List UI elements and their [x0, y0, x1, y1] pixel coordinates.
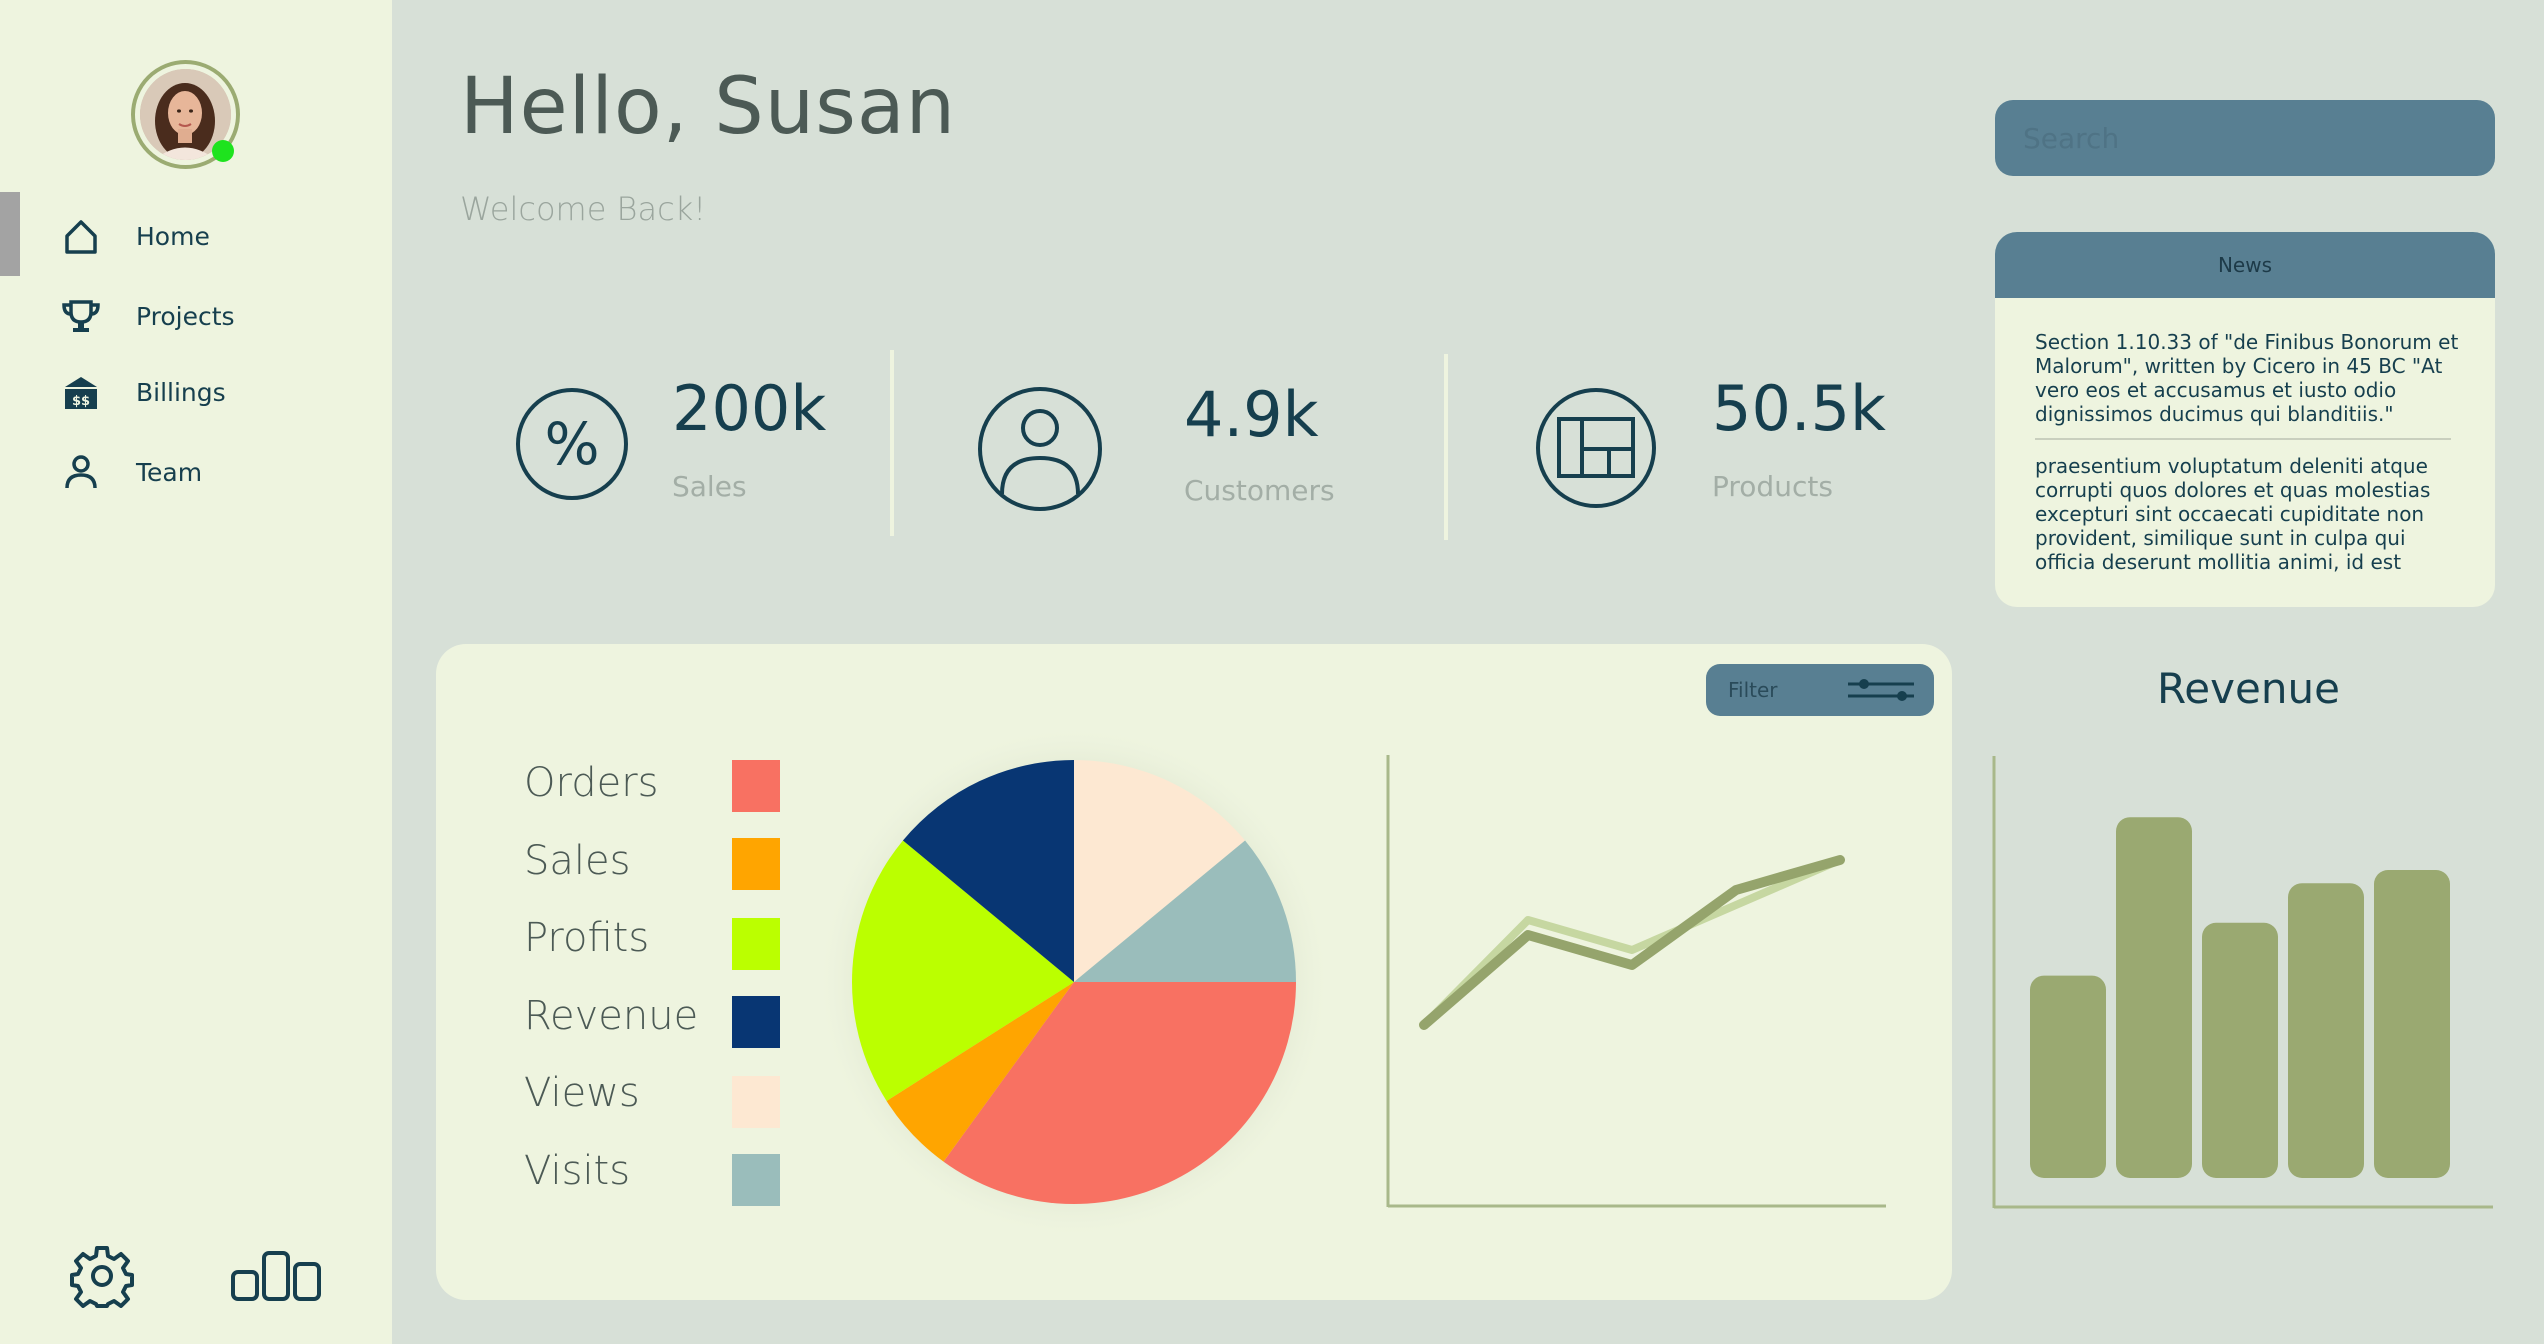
stat-label-products: Products — [1712, 470, 1833, 503]
stat-divider — [1444, 354, 1448, 540]
online-status-dot — [212, 140, 234, 162]
legend-swatch — [732, 838, 780, 890]
pie-chart — [820, 724, 1332, 1240]
sidebar-item-home[interactable]: Home — [56, 206, 356, 266]
legend-swatch — [732, 760, 780, 812]
legend-label: Sales — [524, 838, 631, 884]
avatar[interactable] — [131, 60, 240, 169]
legend-label: Profits — [524, 915, 650, 961]
trophy-icon — [56, 291, 106, 341]
filter-button[interactable]: Filter — [1706, 664, 1934, 716]
legend-swatch — [732, 1154, 780, 1206]
page-title: Hello, Susan — [460, 62, 957, 152]
revenue-chart-title: Revenue — [2157, 664, 2340, 713]
sidebar-item-team[interactable]: Team — [56, 442, 356, 502]
sidebar-item-projects[interactable]: Projects — [56, 286, 356, 346]
bar-chart-icon[interactable] — [230, 1250, 322, 1302]
revenue-bar — [2030, 975, 2106, 1178]
sliders-icon — [1846, 676, 1916, 704]
news-paragraph: praesentium voluptatum deleniti atque co… — [2035, 454, 2431, 574]
avatar-photo — [140, 69, 231, 160]
legend-swatch — [732, 996, 780, 1048]
news-panel: News Section 1.10.33 of "de Finibus Bono… — [1995, 232, 2495, 607]
legend-label: Views — [524, 1070, 640, 1116]
revenue-bar — [2202, 922, 2278, 1178]
percent-icon: % — [514, 386, 630, 502]
pie-slice-sales — [886, 982, 1074, 1162]
pie-slice-orders — [943, 982, 1296, 1204]
sidebar-item-label: Projects — [136, 301, 235, 331]
legend-label: Orders — [524, 760, 659, 806]
legend-swatch — [732, 918, 780, 970]
sidebar-item-billings[interactable]: $$ Billings — [56, 362, 356, 422]
svg-text:%: % — [544, 410, 599, 478]
sidebar-item-label: Billings — [136, 377, 226, 407]
news-header: News — [1995, 232, 2495, 298]
revenue-bar — [2288, 883, 2364, 1178]
line-series-2 — [1419, 855, 1845, 1030]
stat-value-products: 50.5k — [1712, 372, 1886, 445]
sidebar-item-label: Home — [136, 221, 210, 251]
filter-label: Filter — [1728, 678, 1778, 702]
sidebar: Home Projects $$ Billings — [0, 0, 392, 1344]
line-series-1 — [1420, 856, 1844, 1029]
legend-swatch — [732, 1076, 780, 1128]
legend-label: Visits — [524, 1148, 631, 1194]
person-icon — [56, 447, 106, 497]
news-separator — [2035, 438, 2451, 440]
pie-slice-views — [1074, 760, 1246, 982]
svg-text:$$: $$ — [72, 394, 90, 409]
gear-icon[interactable] — [70, 1244, 134, 1308]
pie-slice-visits — [1074, 840, 1296, 982]
search-input[interactable] — [1995, 100, 2495, 176]
line-chart — [1386, 755, 1886, 1208]
home-icon — [56, 211, 106, 261]
stat-value-customers: 4.9k — [1184, 378, 1319, 451]
pie-slice-revenue — [902, 760, 1074, 982]
billing-icon: $$ — [56, 367, 106, 417]
stat-label-customers: Customers — [1184, 474, 1335, 507]
revenue-bar — [2374, 870, 2450, 1178]
layout-icon — [1534, 386, 1658, 510]
user-circle-icon — [977, 386, 1103, 512]
pie-slice-profits — [852, 840, 1074, 1101]
legend-label: Revenue — [524, 993, 699, 1039]
stat-label-sales: Sales — [672, 470, 747, 503]
stat-value-sales: 200k — [672, 372, 827, 445]
active-nav-marker — [0, 192, 20, 276]
revenue-bar-chart — [1992, 756, 2493, 1209]
news-paragraph: Section 1.10.33 of "de Finibus Bonorum e… — [2035, 330, 2459, 426]
sidebar-item-label: Team — [136, 457, 203, 487]
stat-divider — [890, 350, 894, 536]
revenue-bar — [2116, 817, 2192, 1178]
welcome-subtitle: Welcome Back! — [460, 190, 707, 228]
